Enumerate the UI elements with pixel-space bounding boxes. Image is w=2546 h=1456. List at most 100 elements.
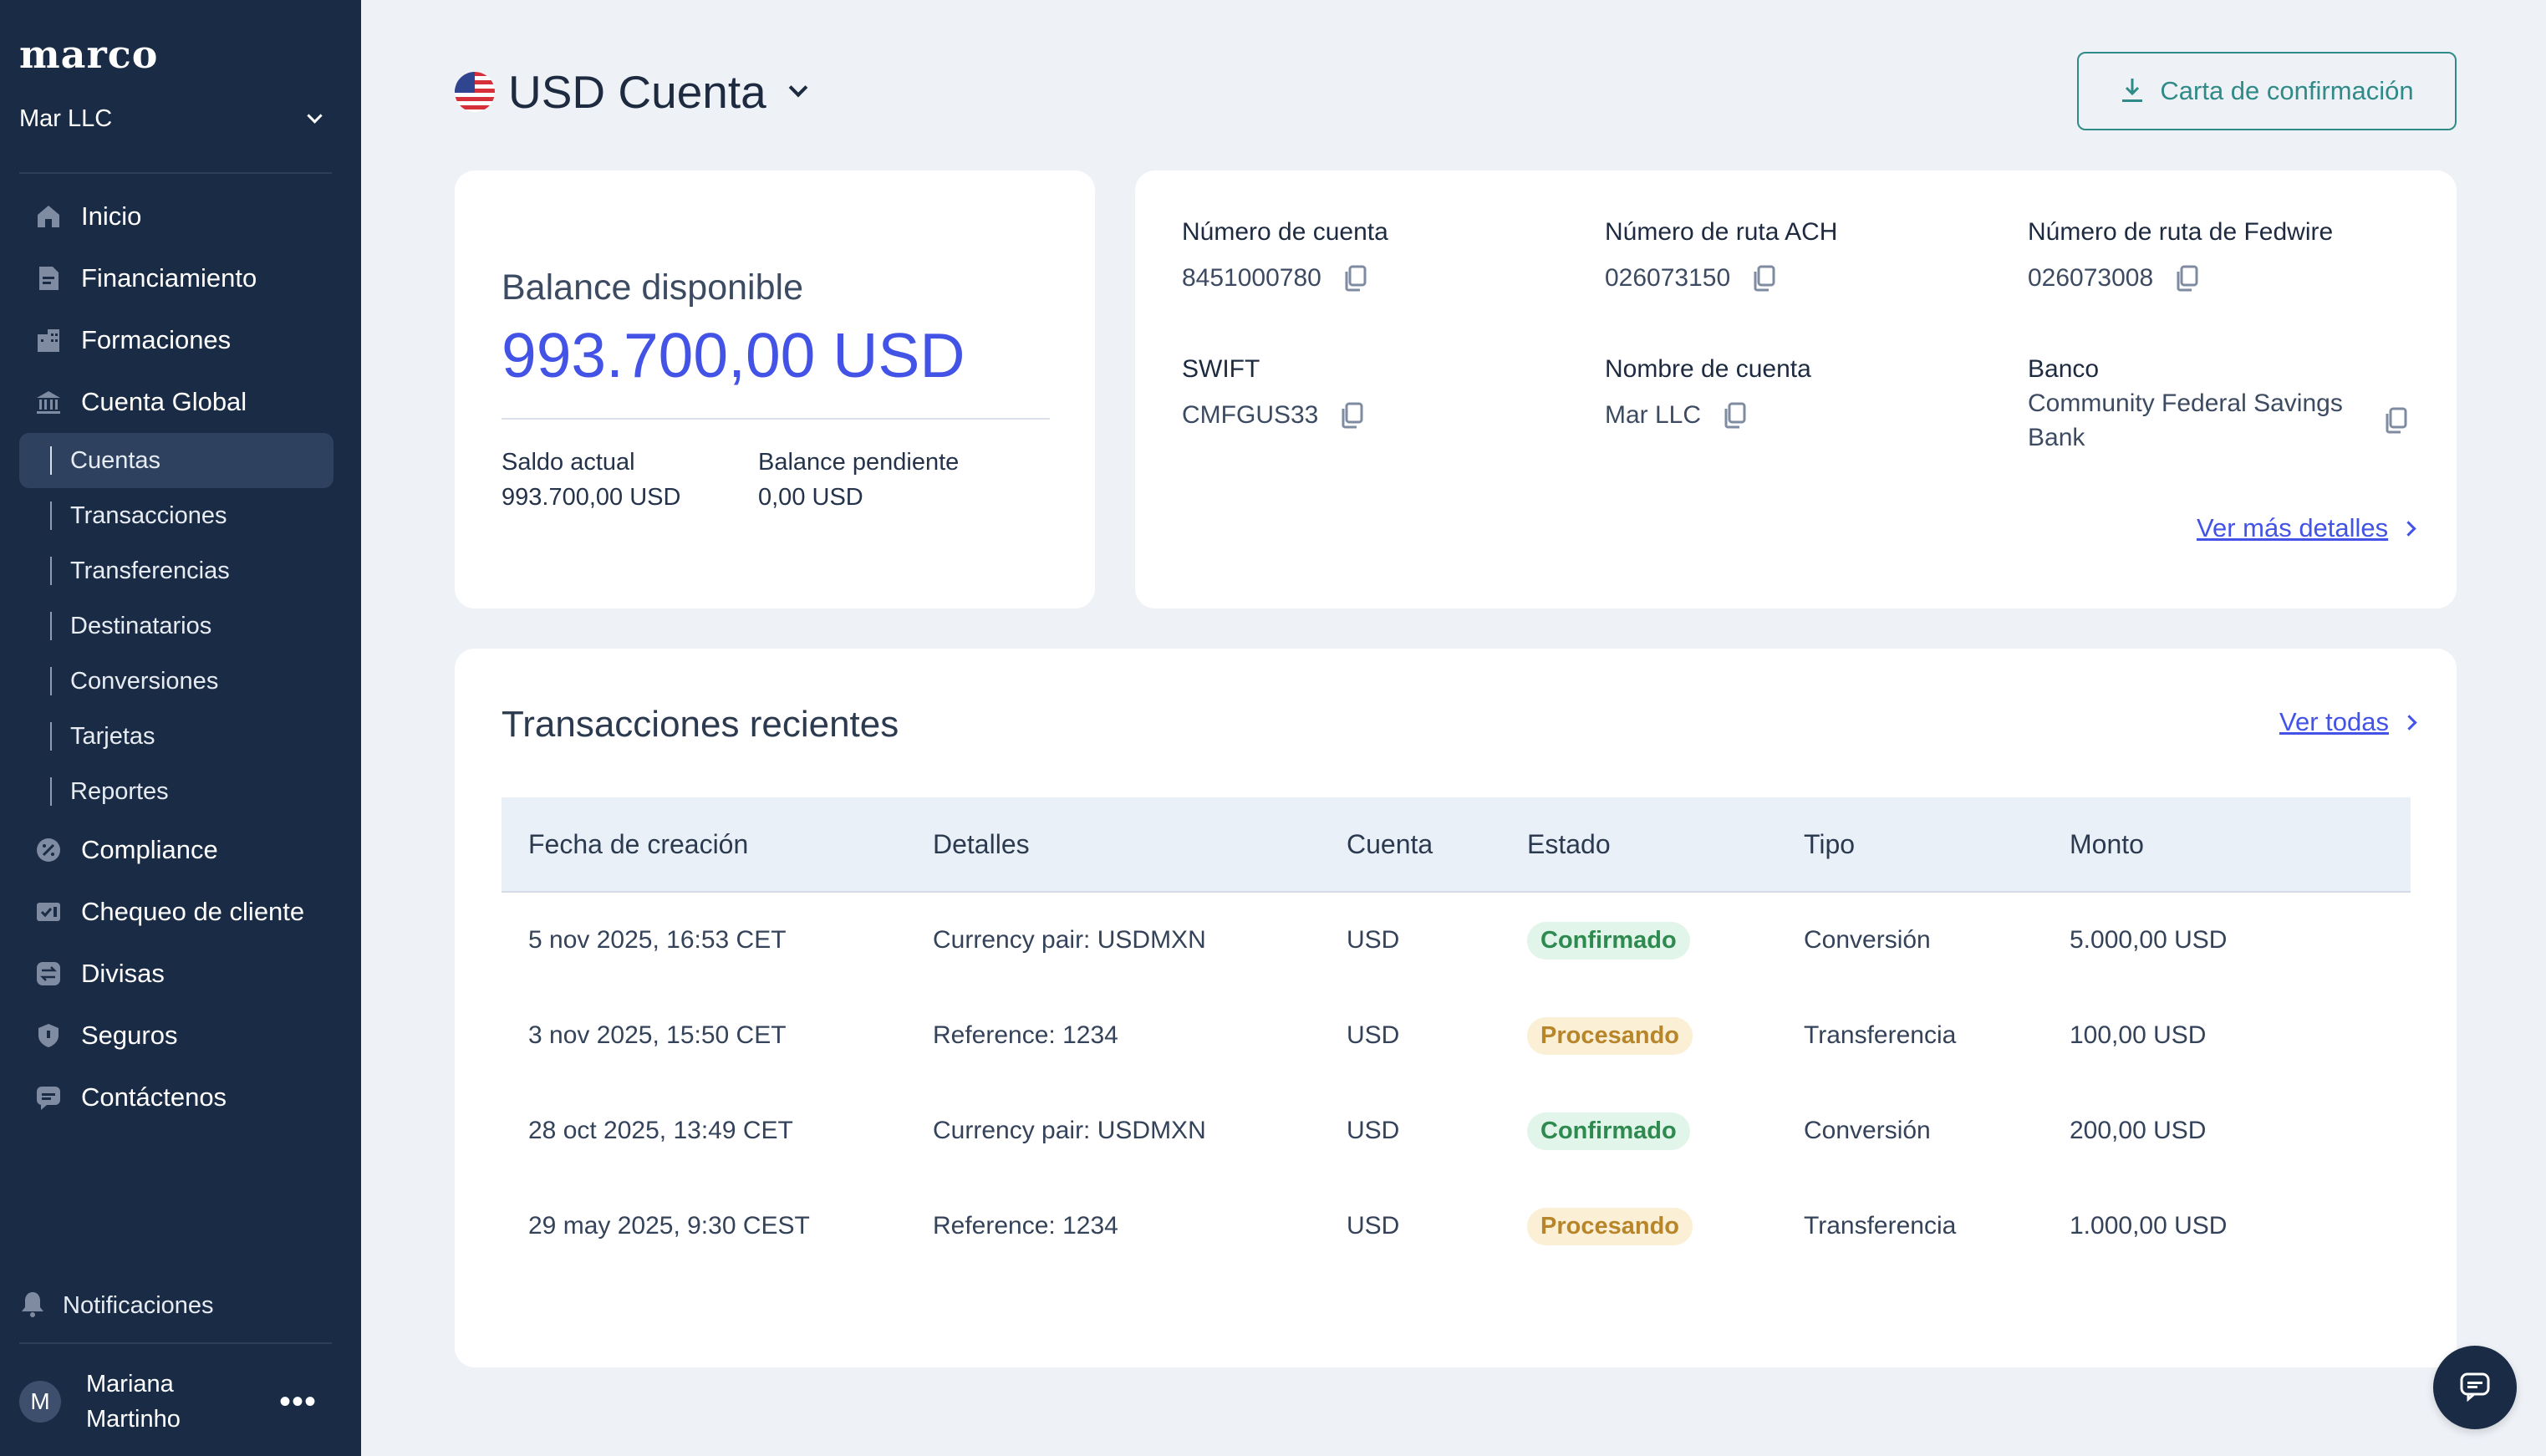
cell-status: Procesando	[1527, 1016, 1804, 1055]
cell-date: 28 oct 2025, 13:49 CET	[528, 1117, 793, 1144]
cell-amount: 1.000,00 USD	[2070, 1212, 2228, 1240]
bell-icon	[19, 1290, 46, 1322]
cell-status: Confirmado	[1527, 1112, 1804, 1150]
cell-amount: 5.000,00 USD	[2070, 926, 2228, 954]
current-balance-value: 993.700,00 USD	[502, 484, 681, 511]
pending-balance-value: 0,00 USD	[758, 484, 863, 511]
status-badge: Confirmado	[1527, 1112, 1690, 1150]
table-row[interactable]: 29 may 2025, 9:30 CEST Reference: 1234 U…	[502, 1179, 2411, 1274]
nav-label: Contáctenos	[81, 1082, 227, 1112]
notifications-label: Notificaciones	[63, 1291, 214, 1319]
column-header-type: Tipo	[1804, 828, 1856, 859]
nav-item-seguros[interactable]: Seguros	[19, 1005, 334, 1067]
cell-status: Confirmado	[1527, 921, 1804, 960]
copy-icon[interactable]	[2382, 406, 2409, 435]
balance-divider	[502, 418, 1050, 420]
sidebar-item-conversiones[interactable]: Conversiones	[19, 654, 334, 709]
org-name: Mar LLC	[19, 104, 113, 132]
marco-logo[interactable]: marco	[19, 32, 159, 77]
account-details-card: Número de cuenta 8451000780 Número de ru…	[1135, 171, 2457, 608]
sidebar-item-transferencias[interactable]: Transferencias	[19, 543, 334, 598]
avatar[interactable]: M	[19, 1381, 61, 1423]
field-label: Número de cuenta	[1182, 218, 1388, 246]
recent-transactions-card: Transacciones recientes Ver todas Fecha …	[455, 649, 2457, 1367]
sub-item-bar	[50, 667, 52, 695]
sub-item-label: Cuentas	[70, 446, 161, 474]
sidebar-item-destinatarios[interactable]: Destinatarios	[19, 598, 334, 654]
table-row[interactable]: 5 nov 2025, 16:53 CET Currency pair: USD…	[502, 893, 2411, 988]
account-number-field: Número de cuenta 8451000780	[1182, 216, 1388, 296]
home-icon	[34, 202, 63, 231]
copy-icon[interactable]	[1342, 264, 1368, 293]
sub-item-bar	[50, 446, 52, 475]
sub-item-label: Transferencias	[70, 557, 230, 584]
nav-item-chequeo-de-cliente[interactable]: Chequeo de cliente	[19, 881, 334, 943]
nav-item-cuenta-global[interactable]: Cuenta Global	[19, 371, 334, 433]
view-all-link[interactable]: Ver todas	[2279, 707, 2417, 737]
cell-date: 5 nov 2025, 16:53 CET	[528, 926, 787, 954]
field-label: Número de ruta ACH	[1605, 218, 1838, 246]
confirmation-letter-button[interactable]: Carta de confirmación	[2077, 52, 2457, 130]
column-header-account: Cuenta	[1347, 828, 1433, 859]
copy-icon[interactable]	[1338, 401, 1365, 430]
pending-balance: Balance pendiente 0,00 USD	[758, 445, 959, 515]
table-header: Fecha de creación Detalles Cuenta Estado…	[502, 797, 2411, 893]
page-title: USD Cuenta	[508, 66, 766, 118]
us-flag-icon	[455, 72, 495, 112]
copy-icon[interactable]	[2173, 264, 2200, 293]
fedwire-routing-field: Número de ruta de Fedwire 026073008	[2028, 216, 2333, 296]
more-details-link[interactable]: Ver más detalles	[2197, 513, 2416, 543]
nav-item-financiamiento[interactable]: Financiamiento	[19, 247, 334, 309]
sub-item-bar	[50, 722, 52, 751]
org-selector[interactable]: Mar LLC	[19, 99, 332, 139]
account-name-value: Mar LLC	[1605, 401, 1702, 429]
sub-item-label: Conversiones	[70, 667, 219, 695]
column-header-status: Estado	[1527, 828, 1611, 859]
sidebar-item-reportes[interactable]: Reportes	[19, 764, 334, 819]
bank-name-line2: Bank	[2028, 424, 2085, 451]
table-row[interactable]: 3 nov 2025, 15:50 CET Reference: 1234 US…	[502, 988, 2411, 1083]
table-row[interactable]: 28 oct 2025, 13:49 CET Currency pair: US…	[502, 1083, 2411, 1179]
nav-label: Inicio	[81, 201, 142, 231]
nav-item-formaciones[interactable]: Formaciones	[19, 309, 334, 371]
balance-card: Balance disponible 993.700,00 USD Saldo …	[455, 171, 1095, 608]
cell-date: 3 nov 2025, 15:50 CET	[528, 1021, 787, 1049]
cell-details: Currency pair: USDMXN	[933, 1117, 1206, 1144]
section-title: Transacciones recientes	[502, 704, 899, 745]
chevron-down-icon	[307, 107, 323, 124]
copy-icon[interactable]	[1721, 401, 1748, 430]
swift-field: SWIFT CMFGUS33	[1182, 353, 1365, 433]
ach-routing-value: 026073150	[1605, 264, 1731, 292]
status-badge: Confirmado	[1527, 921, 1690, 960]
sub-item-label: Tarjetas	[70, 722, 155, 750]
account-name-field: Nombre de cuenta Mar LLC	[1605, 353, 1811, 433]
sidebar-divider	[19, 172, 332, 174]
nav-item-compliance[interactable]: Compliance	[19, 819, 334, 881]
fedwire-routing-value: 026073008	[2028, 264, 2154, 292]
more-details-label: Ver más detalles	[2197, 513, 2389, 542]
sidebar-item-transacciones[interactable]: Transacciones	[19, 488, 334, 543]
bank-field: Banco Community Federal Savings Bank	[2028, 353, 2409, 455]
sub-item-bar	[50, 612, 52, 640]
account-selector[interactable]: USD Cuenta	[455, 59, 808, 125]
chevron-down-icon	[788, 78, 808, 98]
sidebar-item-cuentas[interactable]: Cuentas	[19, 433, 334, 488]
copy-icon[interactable]	[1750, 264, 1777, 293]
cell-details: Currency pair: USDMXN	[933, 926, 1206, 954]
nav-item-contactenos[interactable]: Contáctenos	[19, 1067, 334, 1128]
more-options-icon[interactable]: •••	[278, 1382, 317, 1420]
status-badge: Procesando	[1527, 1016, 1693, 1055]
sidebar-item-tarjetas[interactable]: Tarjetas	[19, 709, 334, 764]
column-header-date: Fecha de creación	[528, 828, 749, 859]
nav-item-inicio[interactable]: Inicio	[19, 186, 334, 247]
bank-name-line1: Community Federal Savings	[2028, 389, 2343, 417]
nav-item-divisas[interactable]: Divisas	[19, 943, 334, 1005]
cell-amount: 100,00 USD	[2070, 1021, 2207, 1049]
confirmation-button-label: Carta de confirmación	[2160, 76, 2414, 105]
cell-amount: 200,00 USD	[2070, 1117, 2207, 1144]
notifications-button[interactable]: Notificaciones	[19, 1287, 214, 1324]
chat-support-button[interactable]	[2433, 1346, 2517, 1429]
transactions-table: Fecha de creación Detalles Cuenta Estado…	[502, 797, 2411, 1274]
main-nav: Inicio Financiamiento Formaciones Cuenta…	[19, 186, 334, 1128]
sub-item-bar	[50, 777, 52, 806]
